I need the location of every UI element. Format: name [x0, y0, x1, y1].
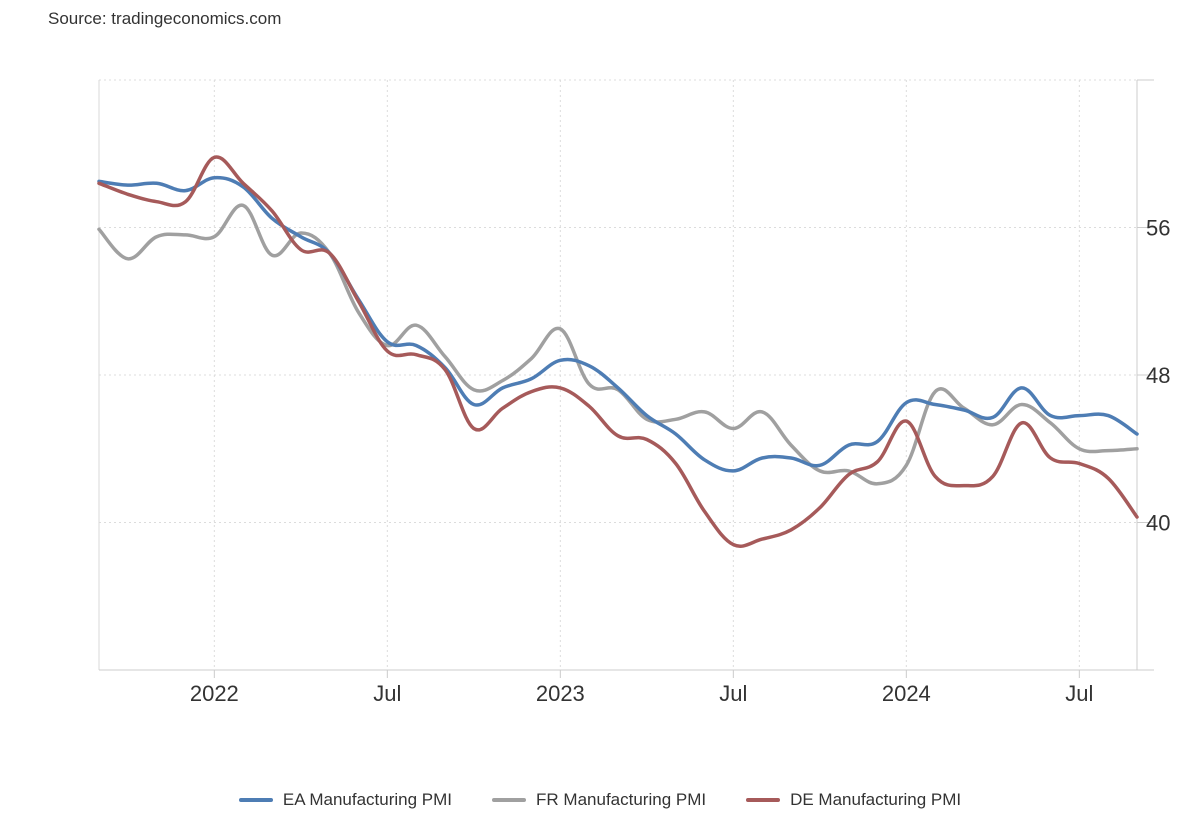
grid	[99, 79, 1137, 670]
source-label: Source: tradingeconomics.com	[48, 9, 282, 28]
line-chart: 2022 Jul 2023 Jul 2024 Jul 40 48 56	[97, 79, 1171, 707]
x-tick-label: Jul	[719, 681, 747, 706]
legend-label: DE Manufacturing PMI	[790, 790, 962, 809]
legend-swatch	[492, 798, 527, 802]
series-lines	[97, 155, 1139, 548]
legend-swatch	[238, 798, 273, 802]
tick-labels: 2022 Jul 2023 Jul 2024 Jul 40 48 56	[190, 216, 1171, 707]
y-tick-label: 48	[1146, 363, 1170, 388]
axes	[98, 79, 1154, 678]
series-line-de-manufacturing-pmi	[97, 155, 1139, 548]
x-tick-label: Jul	[373, 681, 401, 706]
x-tick-label: 2022	[190, 681, 239, 706]
legend-label: EA Manufacturing PMI	[282, 790, 453, 809]
series-line-ea-manufacturing-pmi	[97, 175, 1139, 473]
x-tick-label: 2024	[882, 681, 931, 706]
x-tick-label: Jul	[1065, 681, 1093, 706]
y-tick-label: 56	[1146, 216, 1170, 241]
legend-item-fr-manufacturing-pmi[interactable]: FR Manufacturing PMI	[492, 790, 706, 810]
x-tick-label: 2023	[536, 681, 585, 706]
legend-swatch	[746, 798, 781, 802]
legend-item-de-manufacturing-pmi[interactable]: DE Manufacturing PMI	[746, 790, 961, 810]
legend-item-ea-manufacturing-pmi[interactable]: EA Manufacturing PMI	[238, 790, 453, 810]
series-line-fr-manufacturing-pmi	[97, 203, 1139, 486]
legend: EA Manufacturing PMI FR Manufacturing PMI…	[0, 790, 1200, 810]
y-tick-label: 40	[1146, 511, 1170, 536]
legend-label: FR Manufacturing PMI	[536, 790, 707, 809]
